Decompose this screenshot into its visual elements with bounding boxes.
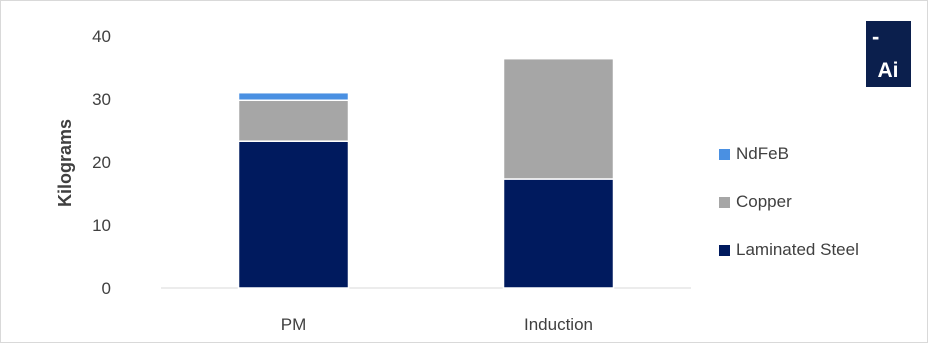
x-axis-ticks: PM Induction [281, 315, 593, 334]
bars [237, 57, 615, 289]
bar-segment-copper [502, 57, 615, 180]
logo-background [866, 21, 911, 87]
y-axis-ticks: 0 10 20 30 40 [92, 27, 111, 298]
legend-swatch [719, 149, 730, 160]
logo-mark: - [872, 24, 879, 49]
legend-swatch [719, 245, 730, 256]
y-tick-label: 20 [92, 153, 111, 172]
legend-swatch [719, 197, 730, 208]
logo-text: Ai [878, 59, 899, 82]
legend-label: Laminated Steel [736, 240, 859, 259]
bar-segment-copper [237, 99, 350, 142]
bar-segment-ndfeb [237, 91, 350, 102]
y-tick-label: 0 [102, 279, 111, 298]
y-tick-label: 10 [92, 216, 111, 235]
legend-label: Copper [736, 192, 792, 211]
bar-segment-laminated-steel [502, 178, 615, 289]
bar-segment-laminated-steel [237, 140, 350, 289]
x-tick-label: PM [281, 315, 307, 334]
ai-logo-icon: - Ai [866, 21, 911, 87]
legend-label: NdFeB [736, 144, 789, 163]
y-tick-label: 40 [92, 27, 111, 46]
y-axis-title: Kilograms [55, 119, 75, 207]
y-tick-label: 30 [92, 90, 111, 109]
legend: NdFeB Copper Laminated Steel [719, 144, 859, 259]
x-tick-label: Induction [524, 315, 593, 334]
